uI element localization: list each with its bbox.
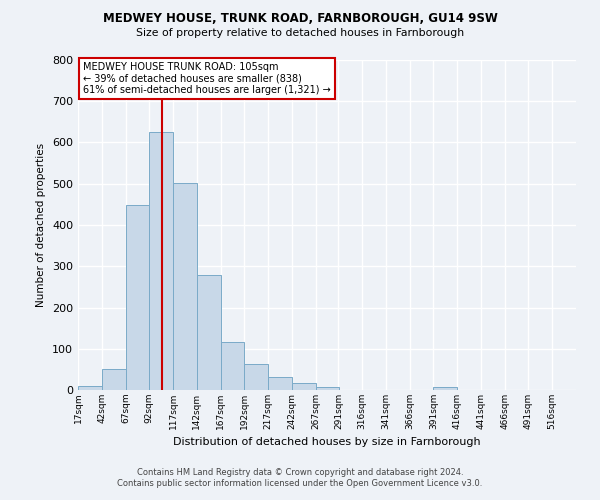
Bar [78,386,102,390]
X-axis label: Distribution of detached houses by size in Farnborough: Distribution of detached houses by size … [173,438,481,448]
Bar [173,182,197,390]
Text: Size of property relative to detached houses in Farnborough: Size of property relative to detached ho… [136,28,464,38]
Bar [244,364,268,390]
Text: Contains HM Land Registry data © Crown copyright and database right 2024.
Contai: Contains HM Land Registry data © Crown c… [118,468,482,487]
Text: MEDWEY HOUSE TRUNK ROAD: 105sqm
← 39% of detached houses are smaller (838)
61% o: MEDWEY HOUSE TRUNK ROAD: 105sqm ← 39% of… [83,62,331,95]
Text: MEDWEY HOUSE, TRUNK ROAD, FARNBOROUGH, GU14 9SW: MEDWEY HOUSE, TRUNK ROAD, FARNBOROUGH, G… [103,12,497,26]
Bar [102,368,125,390]
Bar [316,386,340,390]
Bar [149,132,173,390]
Bar [197,276,221,390]
Y-axis label: Number of detached properties: Number of detached properties [37,143,46,307]
Bar [268,377,292,390]
Bar [125,205,149,390]
Bar [292,382,316,390]
Bar [221,342,244,390]
Bar [433,386,457,390]
